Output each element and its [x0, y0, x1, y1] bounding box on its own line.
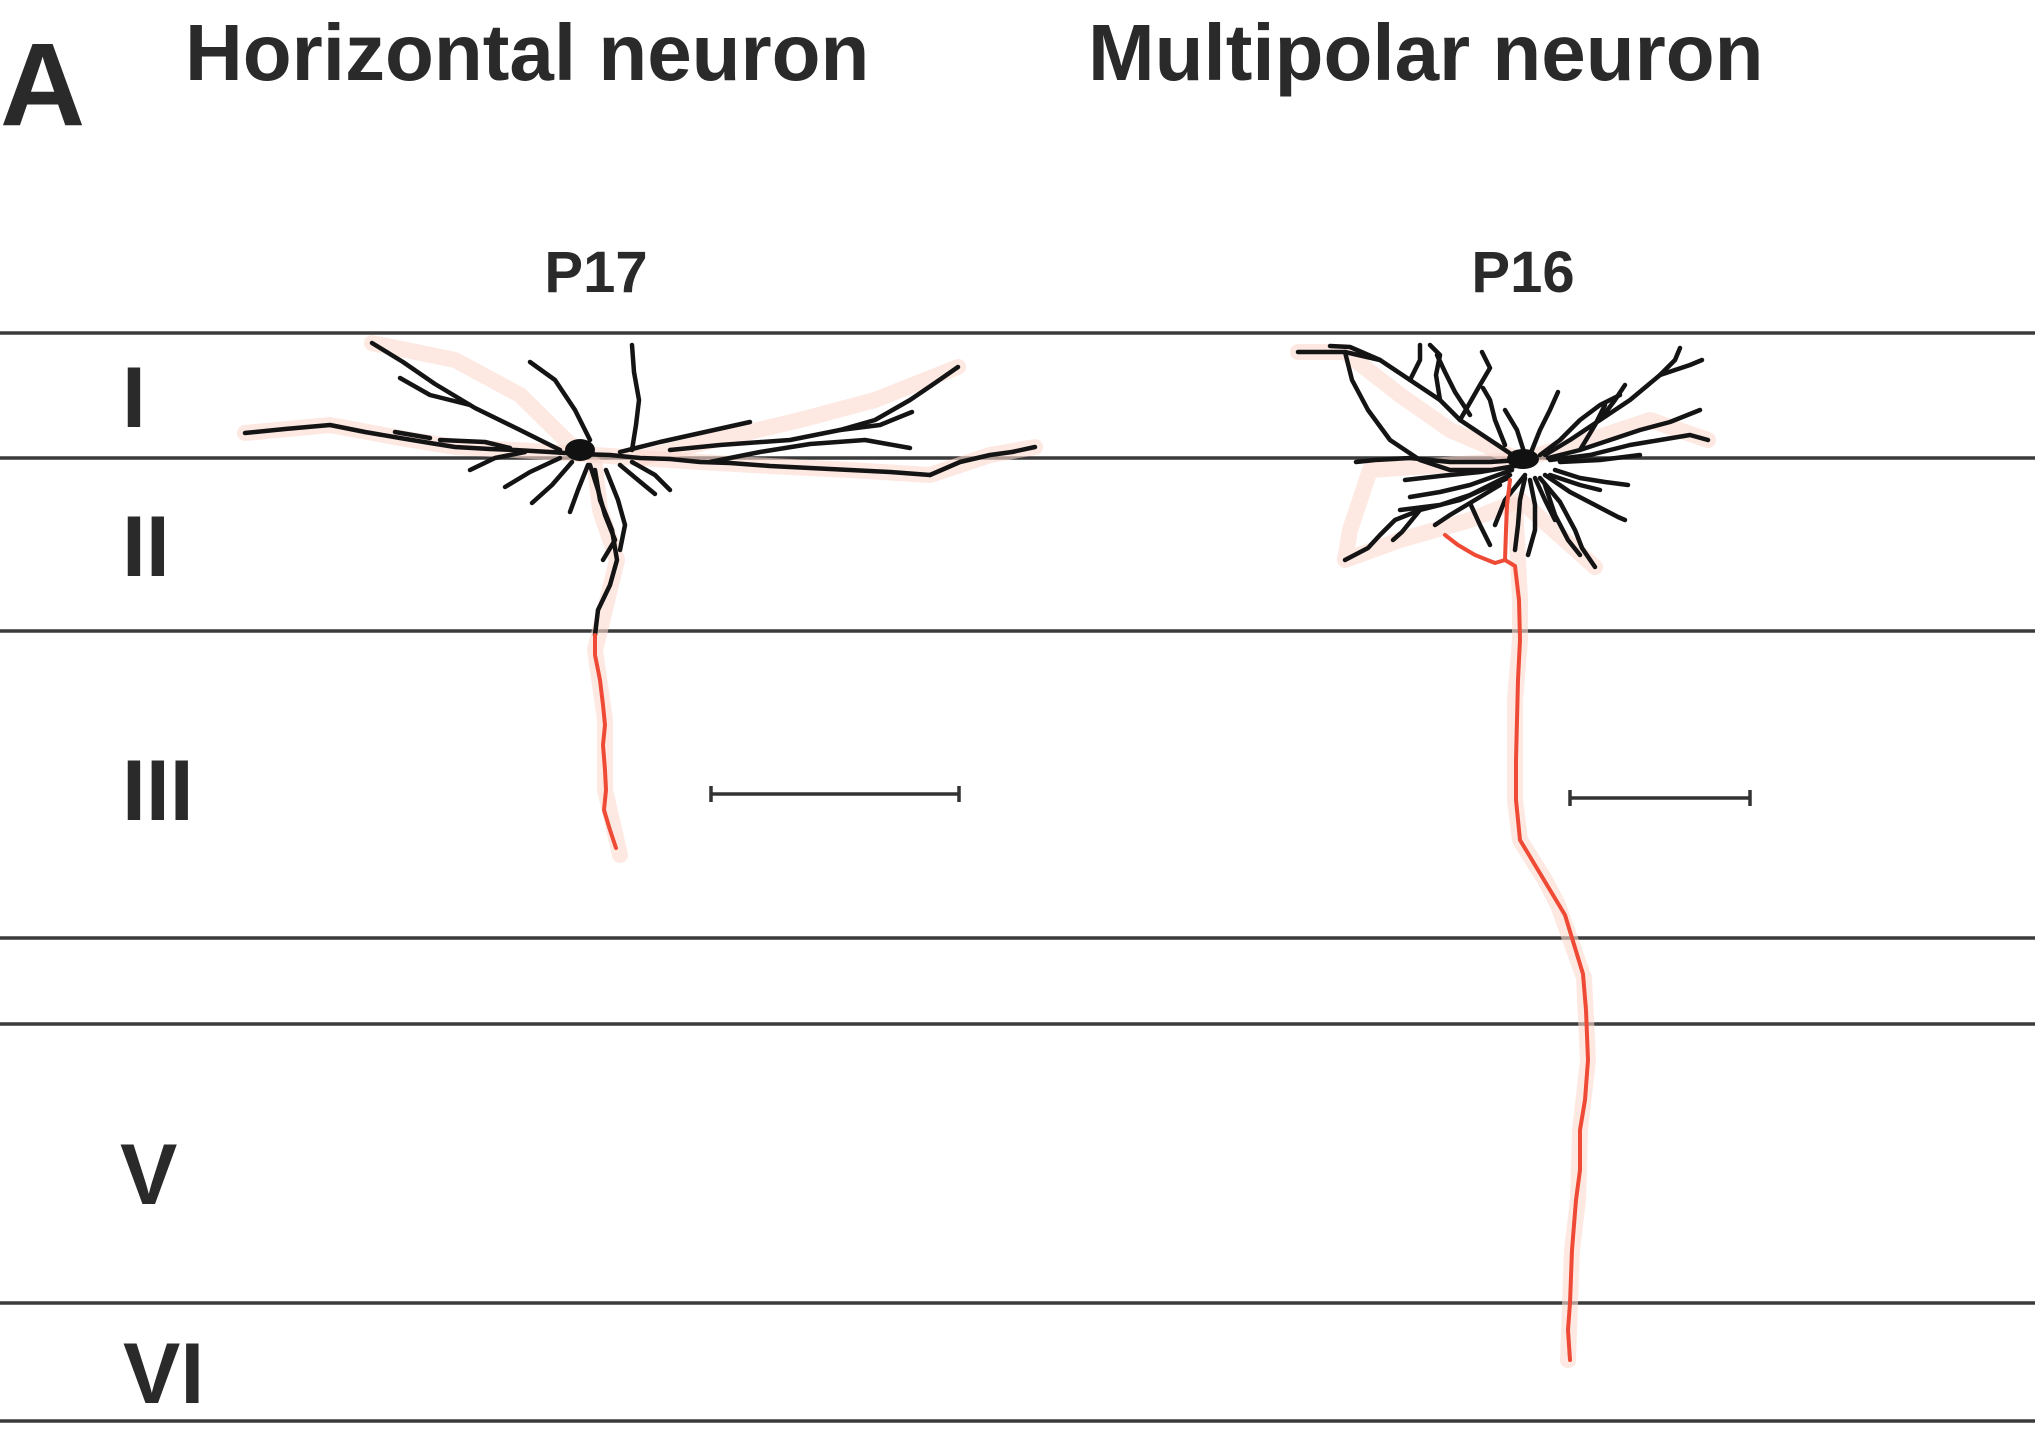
multipolar-neuron-age: P16 [1471, 240, 1574, 305]
horizontal-neuron-scale-bar [709, 786, 961, 802]
horizontal-neuron-tracing [237, 335, 1043, 863]
layer-label-v: V [120, 1127, 177, 1223]
horizontal-neuron-halo [237, 335, 1043, 863]
horizontal-neuron-age: P17 [544, 240, 647, 305]
multipolar-neuron-soma [1507, 449, 1539, 469]
panel-label: A [0, 19, 85, 151]
multipolar-neuron-axon-collateral [1443, 533, 1507, 565]
multipolar-neuron-heading: Multipolar neuron [1088, 8, 1764, 97]
horizontal-neuron-heading: Horizontal neuron [185, 8, 869, 97]
multipolar-neuron-tracing [1290, 342, 1716, 1368]
layer-label-i: I [122, 350, 146, 446]
layer-label-ii: II [122, 499, 170, 595]
multipolar-neuron-scale-bar [1568, 790, 1752, 806]
layer-label-vi: VI [123, 1326, 204, 1422]
layer-boundaries [0, 331, 2035, 1423]
multipolar-neuron-axon [1503, 478, 1590, 1362]
multipolar-neuron-dendrites [1295, 342, 1711, 570]
horizontal-neuron-axon [593, 633, 618, 850]
horizontal-neuron-dendrites [242, 340, 1038, 638]
layer-label-iii: III [122, 743, 194, 839]
horizontal-neuron-soma [565, 439, 595, 461]
